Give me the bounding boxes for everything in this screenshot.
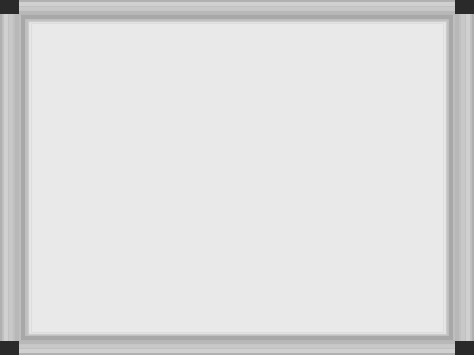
Text: cis: cis: [91, 214, 112, 229]
Text: trans: trans: [270, 214, 309, 229]
